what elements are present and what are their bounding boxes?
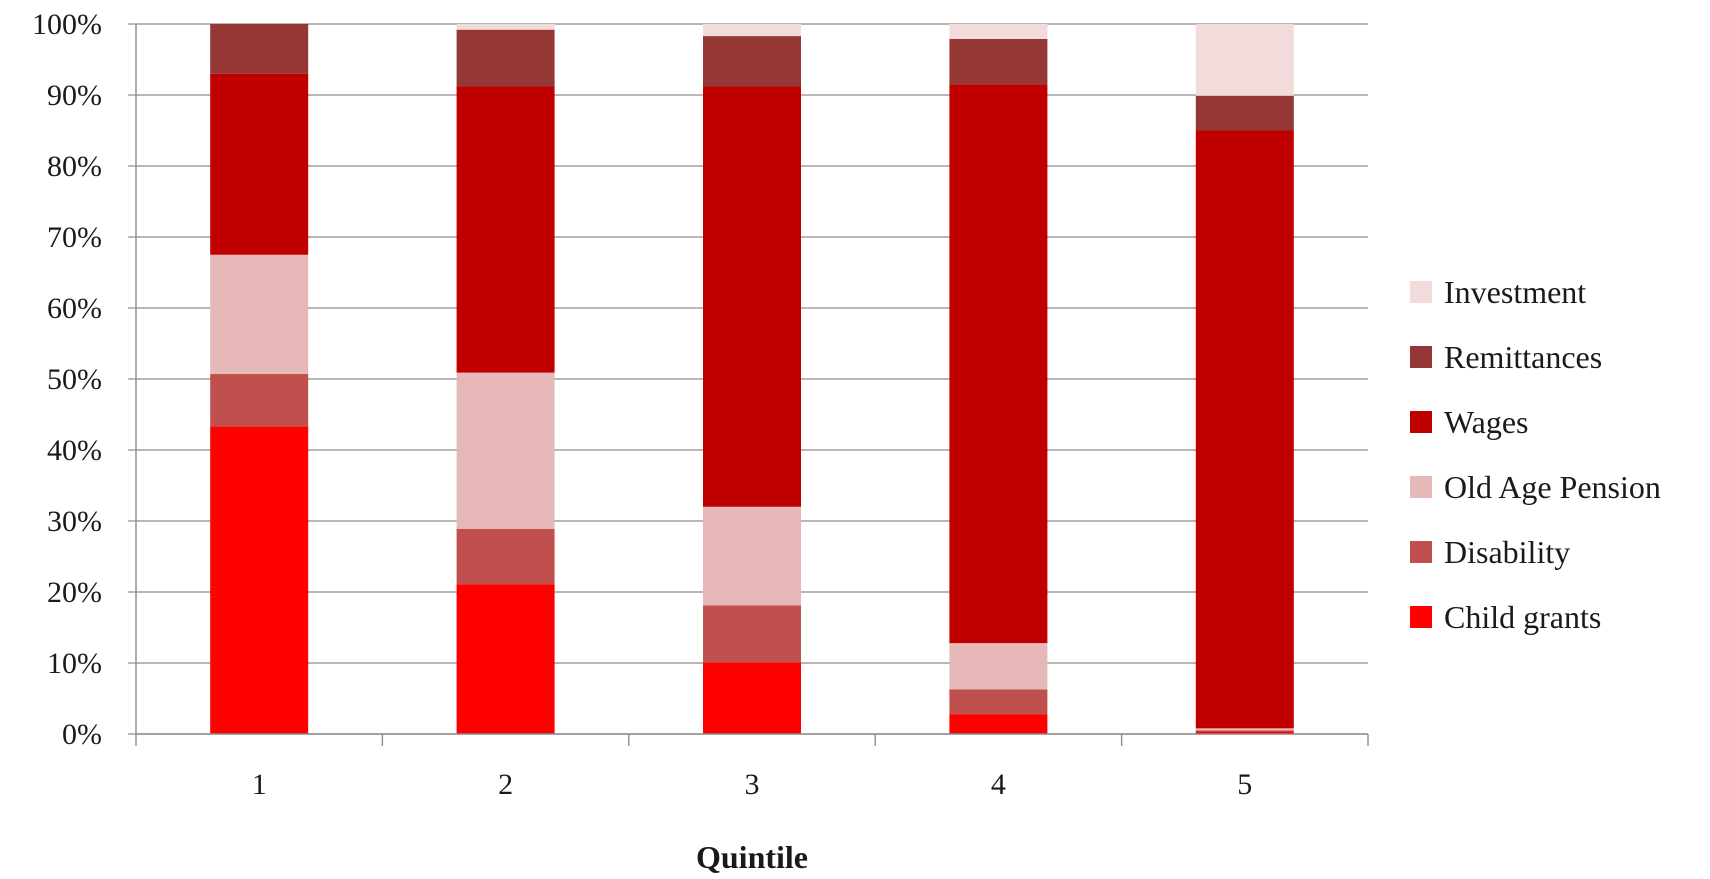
legend-swatch bbox=[1410, 606, 1432, 628]
bar-segment bbox=[703, 24, 801, 37]
y-tick-label: 20% bbox=[47, 576, 102, 609]
legend-label: Child grants bbox=[1444, 599, 1601, 635]
legend-label: Old Age Pension bbox=[1444, 469, 1661, 505]
bar-segment bbox=[1195, 24, 1294, 96]
bar-segment bbox=[456, 372, 555, 529]
bar-segment bbox=[949, 24, 1048, 39]
bar-segment bbox=[210, 254, 309, 375]
bar-segment bbox=[1195, 728, 1294, 731]
bar-segment bbox=[1195, 730, 1294, 732]
bars bbox=[210, 24, 1294, 734]
bar-segment bbox=[949, 38, 1048, 85]
bar-segment bbox=[703, 506, 801, 606]
bar-segment bbox=[456, 29, 555, 87]
y-tick-label: 30% bbox=[47, 505, 102, 538]
bar-segment bbox=[949, 643, 1048, 690]
bar-segment bbox=[210, 426, 309, 734]
y-tick-label: 60% bbox=[47, 292, 102, 325]
bar-segment bbox=[456, 24, 555, 30]
bar-segment bbox=[703, 36, 801, 87]
bar-segment bbox=[1195, 130, 1294, 729]
x-tick-label: 4 bbox=[991, 768, 1006, 801]
bar-segment bbox=[949, 84, 1048, 644]
x-tick-label: 5 bbox=[1237, 768, 1252, 801]
legend-swatch bbox=[1410, 411, 1432, 433]
bar-segment bbox=[456, 86, 555, 373]
bar-segment bbox=[949, 714, 1048, 734]
x-tick-label: 3 bbox=[745, 768, 760, 801]
y-tick-labels: 0% 10% 20% 30% 40% 50% 60% 70% 80% 90% 100% bbox=[32, 8, 136, 751]
y-tick-label: 80% bbox=[47, 150, 102, 183]
bar-segment bbox=[210, 73, 309, 255]
bar-segment bbox=[456, 584, 555, 734]
legend: Investment Remittances Wages Old Age Pensio… bbox=[1410, 274, 1661, 635]
bar-segment bbox=[210, 374, 309, 427]
legend-label: Disability bbox=[1444, 534, 1570, 570]
legend-swatch bbox=[1410, 346, 1432, 368]
bar-segment bbox=[703, 662, 801, 734]
y-tick-label: 90% bbox=[47, 79, 102, 112]
bar-segment bbox=[949, 689, 1048, 715]
bar-segment bbox=[456, 528, 555, 585]
bar-segment bbox=[1195, 95, 1294, 131]
y-tick-label: 10% bbox=[47, 647, 102, 680]
legend-label: Remittances bbox=[1444, 339, 1602, 375]
y-tick-label: 40% bbox=[47, 434, 102, 467]
legend-swatch bbox=[1410, 541, 1432, 563]
bar-segment bbox=[1195, 731, 1294, 734]
bar-segment bbox=[210, 24, 309, 74]
y-tick-label: 70% bbox=[47, 221, 102, 254]
bar-segment bbox=[703, 86, 801, 507]
y-tick-label: 0% bbox=[62, 718, 102, 751]
legend-swatch bbox=[1410, 281, 1432, 303]
x-tick-labels: 1 2 3 4 5 bbox=[252, 768, 1253, 801]
y-tick-label: 100% bbox=[32, 8, 102, 41]
x-axis-title: Quintile bbox=[696, 839, 808, 875]
legend-label: Wages bbox=[1444, 404, 1529, 440]
legend-label: Investment bbox=[1444, 274, 1586, 310]
x-tick-label: 1 bbox=[252, 768, 267, 801]
y-tick-label: 50% bbox=[47, 363, 102, 396]
bar-segment bbox=[703, 605, 801, 663]
x-tick-label: 2 bbox=[498, 768, 513, 801]
legend-swatch bbox=[1410, 476, 1432, 498]
